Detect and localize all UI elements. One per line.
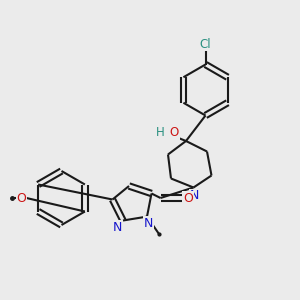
Text: N: N xyxy=(190,189,199,203)
Text: N: N xyxy=(112,220,122,234)
Text: N: N xyxy=(144,217,153,230)
Text: O: O xyxy=(170,126,179,139)
Text: Cl: Cl xyxy=(200,38,211,51)
Text: O: O xyxy=(183,191,193,205)
Text: H: H xyxy=(156,126,164,139)
Text: O: O xyxy=(17,191,26,205)
